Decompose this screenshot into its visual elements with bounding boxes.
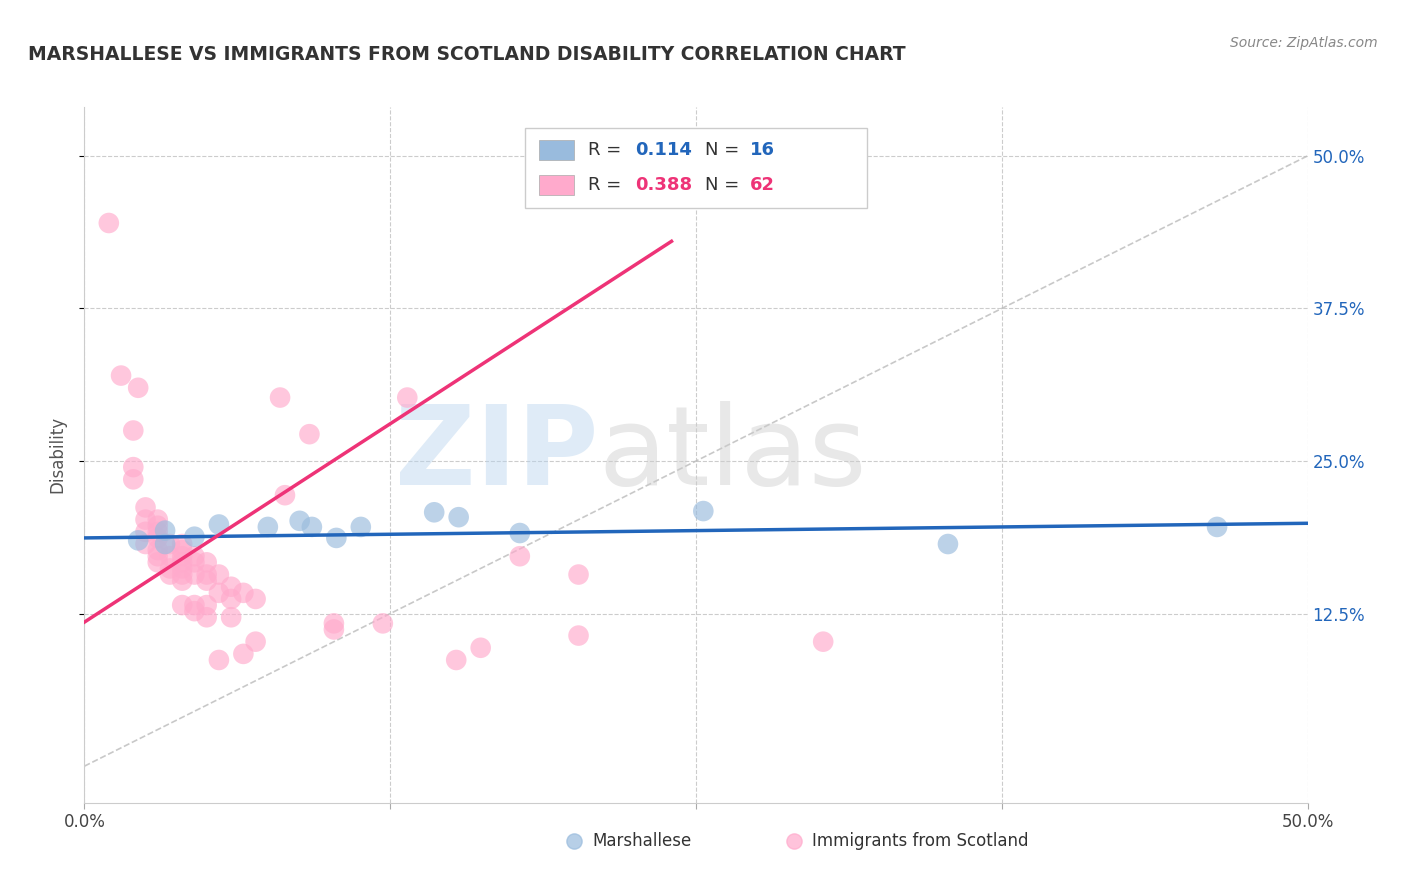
Marshallese: [350, 520, 373, 534]
Immigrants from Scotland: [195, 598, 218, 612]
Immigrants from Scotland: [110, 368, 132, 383]
FancyBboxPatch shape: [540, 175, 574, 194]
Text: atlas: atlas: [598, 401, 866, 508]
FancyBboxPatch shape: [524, 128, 868, 208]
Marshallese: [153, 537, 176, 551]
Immigrants from Scotland: [135, 537, 157, 551]
Immigrants from Scotland: [195, 574, 218, 588]
Immigrants from Scotland: [208, 586, 231, 600]
Immigrants from Scotland: [444, 653, 467, 667]
Immigrants from Scotland: [269, 391, 291, 405]
Immigrants from Scotland: [146, 518, 169, 533]
Immigrants from Scotland: [146, 555, 169, 569]
Immigrants from Scotland: [172, 543, 194, 558]
Immigrants from Scotland: [183, 549, 205, 564]
Marshallese: [1206, 520, 1229, 534]
Text: 0.388: 0.388: [636, 176, 692, 194]
Immigrants from Scotland: [232, 586, 254, 600]
Immigrants from Scotland: [567, 567, 589, 582]
Immigrants from Scotland: [183, 555, 205, 569]
Marshallese: [127, 533, 149, 548]
Immigrants from Scotland: [219, 610, 242, 624]
Text: N =: N =: [704, 176, 745, 194]
Immigrants from Scotland: [122, 424, 145, 438]
Immigrants from Scotland: [195, 567, 218, 582]
Immigrants from Scotland: [146, 524, 169, 539]
Immigrants from Scotland: [509, 549, 531, 564]
Immigrants from Scotland: [219, 591, 242, 606]
Immigrants from Scotland: [298, 427, 321, 442]
Marshallese: [692, 504, 714, 518]
Immigrants from Scotland: [135, 513, 157, 527]
Y-axis label: Disability: Disability: [48, 417, 66, 493]
Immigrants from Scotland: [172, 549, 194, 564]
Immigrants from Scotland: [245, 591, 267, 606]
Marshallese: [257, 520, 280, 534]
Text: 16: 16: [749, 141, 775, 159]
Immigrants from Scotland: [146, 543, 169, 558]
Text: 62: 62: [749, 176, 775, 194]
Immigrants from Scotland: [159, 549, 181, 564]
Immigrants from Scotland: [172, 555, 194, 569]
Immigrants from Scotland: [159, 537, 181, 551]
Immigrants from Scotland: [172, 561, 194, 575]
Marshallese: [325, 531, 347, 545]
Marshallese: [447, 510, 470, 524]
Immigrants from Scotland: [208, 567, 231, 582]
Immigrants from Scotland: [97, 216, 120, 230]
Immigrants from Scotland: [122, 472, 145, 486]
Immigrants from Scotland: [172, 567, 194, 582]
Immigrants from Scotland: [172, 574, 194, 588]
Immigrants from Scotland: [322, 623, 344, 637]
Immigrants from Scotland: [245, 634, 267, 648]
Immigrants from Scotland: [195, 555, 218, 569]
FancyBboxPatch shape: [540, 140, 574, 160]
Immigrants from Scotland: [208, 653, 231, 667]
Text: Immigrants from Scotland: Immigrants from Scotland: [813, 832, 1029, 850]
Immigrants from Scotland: [219, 580, 242, 594]
Immigrants from Scotland: [274, 488, 297, 502]
Immigrants from Scotland: [135, 524, 157, 539]
Marshallese: [423, 505, 446, 519]
Immigrants from Scotland: [470, 640, 492, 655]
Immigrants from Scotland: [146, 513, 169, 527]
Immigrants from Scotland: [183, 598, 205, 612]
Immigrants from Scotland: [183, 604, 205, 618]
Immigrants from Scotland: [811, 634, 834, 648]
Marshallese: [936, 537, 959, 551]
Text: Marshallese: Marshallese: [592, 832, 692, 850]
Immigrants from Scotland: [195, 610, 218, 624]
Marshallese: [208, 517, 231, 532]
Text: N =: N =: [704, 141, 745, 159]
Marshallese: [301, 520, 323, 534]
Text: ZIP: ZIP: [395, 401, 598, 508]
Immigrants from Scotland: [159, 567, 181, 582]
Immigrants from Scotland: [567, 629, 589, 643]
Immigrants from Scotland: [172, 537, 194, 551]
Marshallese: [509, 526, 531, 541]
Immigrants from Scotland: [172, 598, 194, 612]
Immigrants from Scotland: [232, 647, 254, 661]
Text: R =: R =: [588, 141, 627, 159]
Text: MARSHALLESE VS IMMIGRANTS FROM SCOTLAND DISABILITY CORRELATION CHART: MARSHALLESE VS IMMIGRANTS FROM SCOTLAND …: [28, 45, 905, 63]
Immigrants from Scotland: [135, 500, 157, 515]
Immigrants from Scotland: [122, 460, 145, 475]
Immigrants from Scotland: [127, 381, 149, 395]
Immigrants from Scotland: [371, 616, 394, 631]
Marshallese: [288, 514, 311, 528]
Text: 0.114: 0.114: [636, 141, 692, 159]
Immigrants from Scotland: [183, 567, 205, 582]
Immigrants from Scotland: [159, 561, 181, 575]
Immigrants from Scotland: [396, 391, 419, 405]
Text: R =: R =: [588, 176, 627, 194]
Marshallese: [153, 524, 176, 538]
Immigrants from Scotland: [146, 549, 169, 564]
Marshallese: [183, 530, 205, 544]
Immigrants from Scotland: [146, 531, 169, 545]
Immigrants from Scotland: [322, 616, 344, 631]
Text: Source: ZipAtlas.com: Source: ZipAtlas.com: [1230, 36, 1378, 50]
